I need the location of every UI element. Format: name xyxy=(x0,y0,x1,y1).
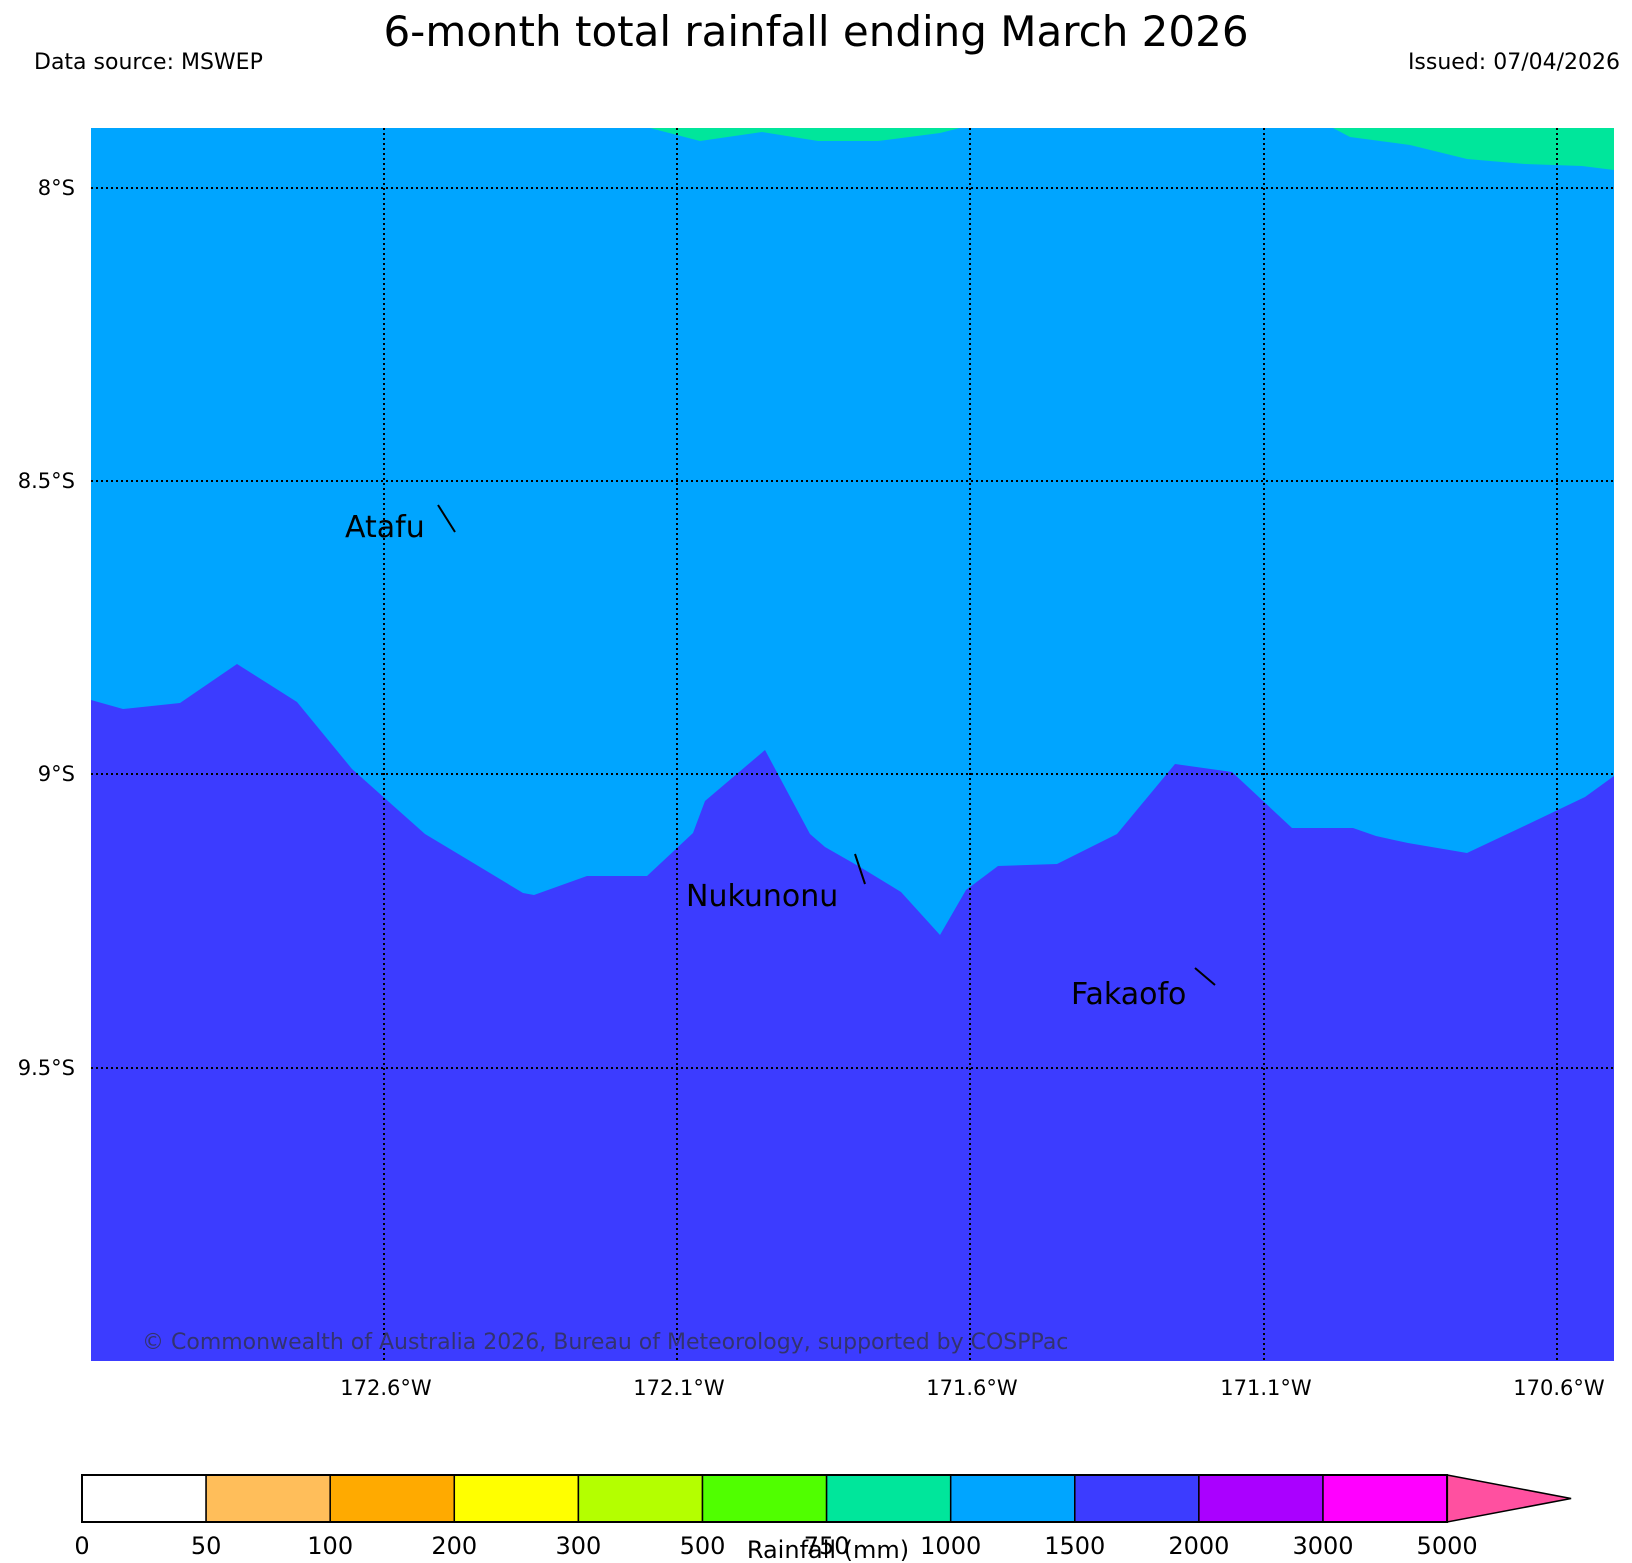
colorbar-segment xyxy=(825,1474,952,1523)
colorbar-segment xyxy=(577,1474,704,1523)
graticule xyxy=(91,128,1614,1361)
atafu-island-marker xyxy=(437,504,456,533)
colorbar-segment xyxy=(1198,1474,1324,1523)
island-markers xyxy=(437,504,1216,986)
rainfall-band-1500-2000 xyxy=(91,664,1614,1361)
place-label-atafu: Atafu xyxy=(345,510,425,545)
longitude-labels: 172.6°W 172.1°W 171.6°W 171.1°W 170.6°W xyxy=(340,1376,1605,1400)
colorbar-tick-label: 50 xyxy=(191,1532,222,1560)
colorbar-tick-label: 0 xyxy=(74,1532,89,1560)
colorbar-tick-label: 500 xyxy=(680,1532,726,1560)
map-title: 6-month total rainfall ending March 2026 xyxy=(383,7,1249,56)
nukunonu-island-marker xyxy=(854,853,866,885)
longitude-label: 171.1°W xyxy=(1220,1376,1312,1400)
colorbar-tick-label: 1500 xyxy=(1044,1532,1105,1560)
colorbar-segment xyxy=(1322,1474,1448,1523)
colorbar-segment xyxy=(701,1474,828,1523)
colorbar-segment xyxy=(453,1474,580,1523)
longitude-label: 172.6°W xyxy=(340,1376,432,1400)
colorbar-tick-label: 300 xyxy=(555,1532,601,1560)
colorbar-tick-label: 1000 xyxy=(920,1532,981,1560)
colorbar-title: Rainfall (mm) xyxy=(747,1536,909,1563)
colorbar-segment xyxy=(949,1474,1076,1523)
colorbar-outline xyxy=(81,1474,1449,1523)
colorbar-segment xyxy=(329,1474,456,1523)
copyright-notice: © Commonwealth of Australia 2026, Bureau… xyxy=(142,1330,1068,1355)
issued-date-label: Issued: 07/04/2026 xyxy=(1407,50,1620,75)
map-area: Atafu Nukunonu Fakaofo © Commonwealth of… xyxy=(91,128,1614,1361)
rainfall-band-750-1000 xyxy=(650,128,960,141)
colorbar-segment xyxy=(81,1474,207,1523)
fakaofo-island-marker xyxy=(1194,967,1216,986)
latitude-label: 9.5°S xyxy=(18,1056,75,1080)
longitude-label: 170.6°W xyxy=(1513,1376,1605,1400)
latitude-label: 8.5°S xyxy=(18,469,75,493)
latitude-label: 9°S xyxy=(38,762,75,786)
latitude-label: 8°S xyxy=(38,176,75,200)
colorbar-segment xyxy=(205,1474,331,1523)
latitude-labels: 8°S 8.5°S 9°S 9.5°S xyxy=(18,176,75,1080)
colorbar-tick-label: 5000 xyxy=(1417,1532,1478,1560)
colorbar-tick-label: 100 xyxy=(307,1532,353,1560)
longitude-label: 172.1°W xyxy=(633,1376,725,1400)
colorbar-tick-label: 2000 xyxy=(1168,1532,1229,1560)
data-source-label: Data source: MSWEP xyxy=(34,50,263,75)
colorbar-tick-label: 750 xyxy=(804,1532,850,1560)
rainfall-band-750-1000 xyxy=(1333,128,1614,170)
colorbar-extension xyxy=(1446,1474,1572,1523)
place-label-fakaofo: Fakaofo xyxy=(1071,977,1186,1012)
colorbar-tick-label: 200 xyxy=(431,1532,477,1560)
place-label-nukunonu: Nukunonu xyxy=(686,879,838,914)
longitude-label: 171.6°W xyxy=(926,1376,1018,1400)
colorbar-legend: 0 50 100 200 300 500 750 1000 1500 2000 3000 5000 xyxy=(74,1474,1572,1560)
colorbar-segment xyxy=(1074,1474,1200,1523)
colorbar-tick-label: 3000 xyxy=(1292,1532,1353,1560)
